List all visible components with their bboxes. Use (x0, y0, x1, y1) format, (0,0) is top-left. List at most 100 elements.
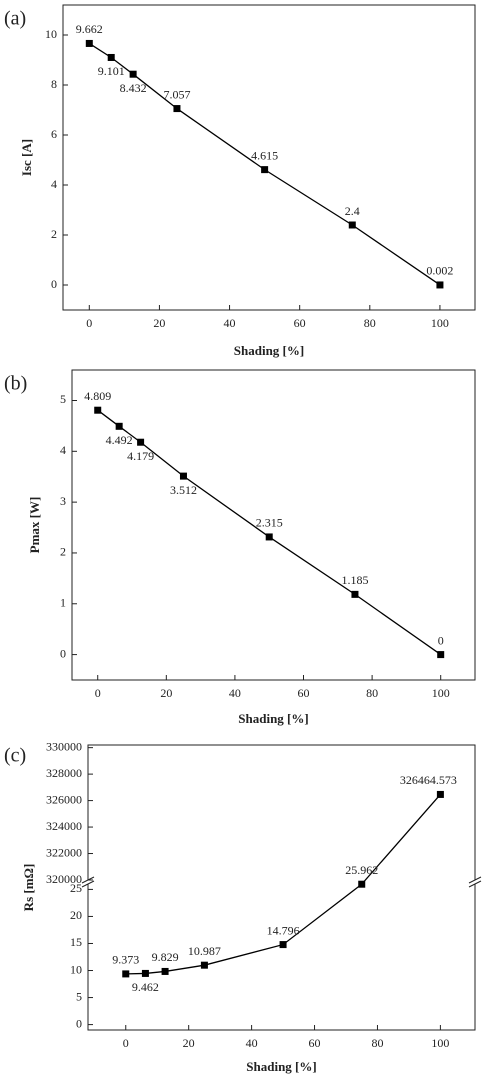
y-tick-label: 2 (60, 545, 66, 559)
y-tick-label: 5 (76, 989, 82, 1003)
data-label: 25.962 (345, 863, 378, 877)
series-line (88, 42, 441, 286)
x-tick-label: 0 (123, 1036, 129, 1050)
x-tick-label: 0 (95, 686, 101, 700)
data-point (358, 880, 366, 888)
data-point (85, 39, 93, 47)
x-tick-label: 40 (229, 686, 241, 700)
y-tick-label: 2 (51, 227, 57, 241)
x-tick-label: 40 (224, 316, 236, 330)
data-point (141, 969, 149, 977)
y-tick-label: 15 (70, 935, 82, 949)
data-label: 2.4 (345, 204, 360, 218)
data-label: 4.615 (251, 148, 278, 162)
data-point (351, 590, 359, 598)
x-tick-label: 60 (294, 316, 306, 330)
data-point (122, 970, 130, 978)
data-label: 0 (438, 633, 444, 647)
x-tick-label: 60 (309, 1036, 321, 1050)
data-point (261, 166, 269, 174)
data-point (107, 53, 115, 61)
y-tick-label: 5 (60, 392, 66, 406)
data-label: 10.987 (188, 944, 221, 958)
data-label: 9.829 (152, 950, 179, 964)
y-tick-label: 0 (51, 277, 57, 291)
y-tick-label: 1 (60, 596, 66, 610)
data-point (437, 651, 445, 659)
data-label: 3.512 (170, 483, 197, 497)
x-axis-title: Shading [%] (234, 343, 304, 358)
y-tick-label: 10 (70, 962, 82, 976)
y-tick-label: 3 (60, 494, 66, 508)
y-tick-label: 20 (70, 908, 82, 922)
axis-break-gap (469, 880, 481, 884)
x-axis-title: Shading [%] (238, 711, 308, 726)
x-tick-label: 0 (86, 316, 92, 330)
y-tick-label: 4 (60, 443, 66, 457)
data-label: 326464.573 (400, 773, 457, 787)
data-point (200, 961, 208, 969)
y-axis-title: Isc [A] (19, 139, 34, 176)
data-point (137, 438, 145, 446)
x-tick-label: 100 (431, 1036, 449, 1050)
data-label: 8.432 (120, 81, 147, 95)
data-label: 4.492 (106, 433, 133, 447)
plot-frame (62, 4, 476, 311)
x-axis-title: Shading [%] (246, 1059, 316, 1074)
x-tick-label: 60 (298, 686, 310, 700)
y-tick-label: 330000 (46, 739, 82, 753)
x-tick-label: 80 (371, 1036, 383, 1050)
data-point (348, 221, 356, 229)
plot-frame (87, 744, 476, 1031)
axis-break-gap (82, 880, 94, 884)
x-tick-label: 100 (431, 316, 449, 330)
data-point (161, 967, 169, 975)
x-tick-label: 100 (432, 686, 450, 700)
axis-break-mark (468, 880, 482, 888)
series-line (97, 409, 442, 656)
x-tick-label: 20 (160, 686, 172, 700)
data-point (179, 472, 187, 480)
y-tick-label: 326000 (46, 792, 82, 806)
data-point (436, 281, 444, 289)
y-tick-label: 320000 (46, 872, 82, 886)
data-label: 4.179 (127, 449, 154, 463)
panel-label: (b) (4, 373, 27, 395)
data-label: 4.809 (84, 389, 111, 403)
y-tick-label: 10 (45, 27, 57, 41)
data-label: 9.662 (76, 22, 103, 36)
data-label: 9.373 (112, 953, 139, 967)
data-point (436, 790, 444, 798)
data-point (265, 533, 273, 541)
y-tick-label: 322000 (46, 845, 82, 859)
y-tick-label: 8 (51, 77, 57, 91)
data-point (94, 406, 102, 414)
x-tick-label: 40 (246, 1036, 258, 1050)
axis-break-mark (468, 876, 482, 884)
x-tick-label: 80 (364, 316, 376, 330)
y-tick-label: 0 (76, 1016, 82, 1030)
data-label: 9.101 (98, 64, 125, 78)
data-label: 7.057 (163, 87, 190, 101)
y-tick-label: 328000 (46, 766, 82, 780)
data-label: 2.315 (256, 516, 283, 530)
y-axis-title: Pmax [W] (27, 497, 42, 554)
x-tick-label: 20 (183, 1036, 195, 1050)
x-tick-label: 20 (153, 316, 165, 330)
data-label: 1.185 (341, 573, 368, 587)
y-tick-label: 324000 (46, 819, 82, 833)
y-tick-label: 25 (70, 881, 82, 895)
y-tick-label: 6 (51, 127, 57, 141)
data-point (129, 70, 137, 78)
plot-frame (71, 369, 476, 681)
x-tick-label: 80 (366, 686, 378, 700)
axis-break-mark (81, 880, 95, 888)
panel-label: (c) (4, 745, 26, 767)
y-tick-label: 0 (60, 646, 66, 660)
data-label: 14.796 (267, 923, 300, 937)
panel-label: (a) (4, 8, 26, 30)
y-tick-label: 4 (51, 177, 57, 191)
y-axis-title: Rs [mΩ] (21, 864, 36, 912)
data-point (115, 422, 123, 430)
